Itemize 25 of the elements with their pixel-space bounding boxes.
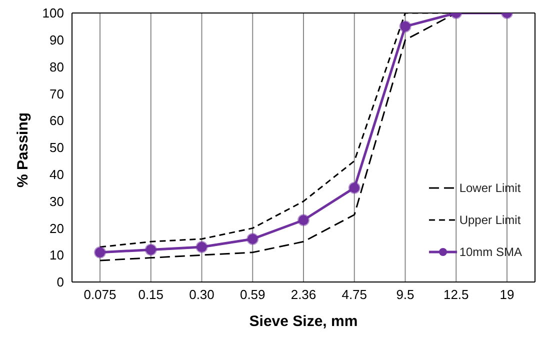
y-tick-label: 10 [50,248,64,263]
x-tick-label: 0.59 [240,287,266,302]
legend-label: Upper Limit [459,213,521,227]
y-tick-label: 100 [42,6,64,21]
y-tick-label: 70 [50,86,64,102]
x-tick-label: 12.5 [443,287,469,302]
y-tick-label: 50 [50,140,64,156]
x-axis-title: Sieve Size, mm [249,313,358,330]
x-tick-label: 19 [500,287,514,302]
y-tick-label: 30 [50,194,64,209]
y-tick-label: 80 [50,59,64,74]
x-tick-label: 0.15 [138,287,164,302]
y-tick-label: 0 [56,274,64,290]
y-tick-label: 40 [50,167,64,182]
legend-label: Lower Limit [459,181,521,195]
x-tick-label: 0.075 [84,287,116,302]
y-axis-title: % Passing [14,112,32,188]
x-tick-label: 0.30 [189,287,214,302]
legend-label: 10mm SMA [459,245,522,259]
x-tick-label: 4.75 [342,287,368,302]
y-tick-label: 90 [50,32,64,48]
y-tick-label: 20 [50,220,64,236]
y-tick-label: 60 [50,113,64,128]
x-tick-label: 2.36 [290,287,316,302]
x-tick-label: 9.5 [396,287,414,302]
